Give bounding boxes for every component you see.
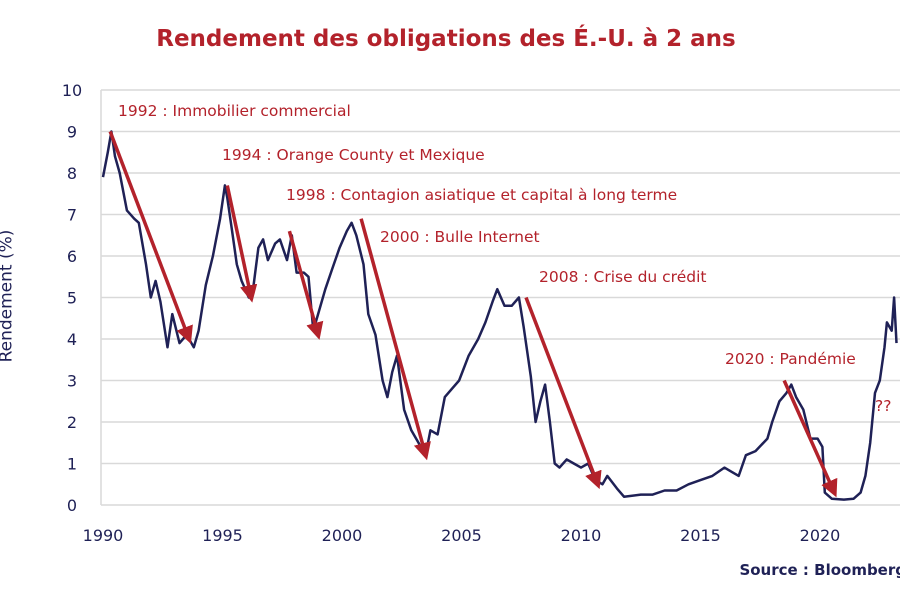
annotation-label: 1992 : Immobilier commercial: [118, 102, 351, 120]
y-tick-label: 0: [67, 496, 77, 515]
y-tick-label: 7: [67, 206, 77, 225]
annotation-label: 2008 : Crise du crédit: [539, 268, 706, 286]
x-tick-label: 1990: [83, 526, 124, 545]
x-tick-label: 2010: [561, 526, 602, 545]
annotation-arrow: [524, 296, 602, 490]
x-tick-label: 2000: [322, 526, 363, 545]
y-tick-label: 2: [67, 413, 77, 432]
annotation-label: ??: [875, 397, 891, 415]
annotation-label: 1998 : Contagion asiatique et capital à …: [286, 186, 677, 204]
y-tick-label: 4: [67, 330, 77, 349]
annotation-arrow: [225, 185, 258, 303]
chart-title: Rendement des obligations des É.-U. à 2 …: [156, 26, 736, 52]
x-tick-label: 2015: [680, 526, 721, 545]
y-tick-label: 1: [67, 455, 77, 474]
x-tick-label: 2005: [441, 526, 482, 545]
x-tick-label: 2020: [800, 526, 841, 545]
y-tick-label: 3: [67, 372, 77, 391]
annotation-arrow: [359, 218, 431, 461]
annotation-arrow: [108, 130, 193, 344]
annotation-label: 1994 : Orange County et Mexique: [222, 146, 485, 164]
annotation-label: 2000 : Bulle Internet: [380, 228, 540, 246]
annotation-label: 2020 : Pandémie: [725, 350, 856, 368]
annotation-arrow: [287, 230, 324, 340]
x-tick-label: 1995: [202, 526, 243, 545]
y-tick-label: 5: [67, 289, 77, 308]
y-tick-label: 6: [67, 247, 77, 266]
annotation-arrow: [782, 379, 838, 498]
y-tick-label: 9: [67, 123, 77, 142]
y-tick-label: 10: [62, 81, 82, 100]
source-note: Source : Bloomberg: [739, 561, 900, 579]
y-tick-label: 8: [67, 164, 77, 183]
